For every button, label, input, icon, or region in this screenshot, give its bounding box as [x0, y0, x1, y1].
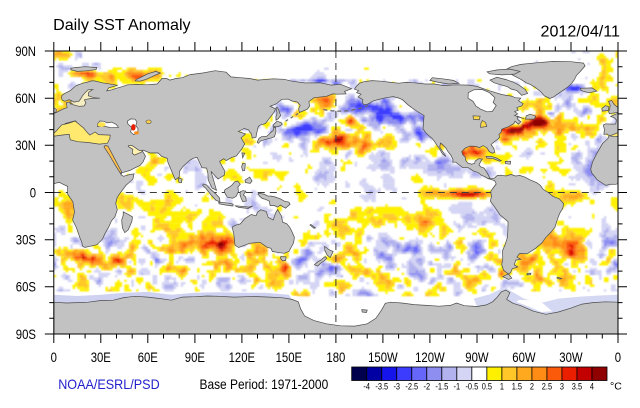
svg-text:1: 1	[500, 382, 504, 393]
svg-text:150W: 150W	[368, 349, 398, 365]
svg-text:-2: -2	[423, 382, 430, 393]
svg-text:90S: 90S	[16, 326, 36, 342]
svg-text:Daily SST Anomaly: Daily SST Anomaly	[53, 17, 191, 34]
svg-text:2: 2	[530, 382, 534, 393]
svg-text:90W: 90W	[465, 349, 489, 365]
svg-text:0.5: 0.5	[482, 382, 492, 393]
svg-text:2.5: 2.5	[542, 382, 552, 393]
svg-text:Base Period: 1971-2000: Base Period: 1971-2000	[200, 376, 329, 392]
svg-text:-4: -4	[363, 382, 370, 393]
svg-text:NOAA/ESRL/PSD: NOAA/ESRL/PSD	[58, 376, 160, 392]
svg-text:60W: 60W	[512, 349, 536, 365]
svg-text:90E: 90E	[185, 349, 205, 365]
svg-text:3: 3	[560, 382, 564, 393]
svg-text:180: 180	[326, 349, 345, 365]
svg-text:60S: 60S	[16, 279, 36, 295]
svg-text:30W: 30W	[559, 349, 583, 365]
svg-text:3.5: 3.5	[572, 382, 582, 393]
svg-text:60E: 60E	[138, 349, 158, 365]
svg-text:-2.5: -2.5	[405, 382, 418, 393]
svg-text:60N: 60N	[15, 90, 36, 106]
svg-text:0: 0	[615, 349, 621, 365]
svg-text:90N: 90N	[15, 43, 36, 59]
svg-text:4: 4	[590, 382, 594, 393]
svg-text:30E: 30E	[91, 349, 111, 365]
svg-text:120W: 120W	[415, 349, 445, 365]
svg-text:-1.5: -1.5	[435, 382, 448, 393]
svg-text:0: 0	[51, 349, 57, 365]
svg-text:-3: -3	[393, 382, 400, 393]
svg-text:-1: -1	[454, 382, 461, 393]
svg-text:150E: 150E	[276, 349, 303, 365]
svg-text:1.5: 1.5	[512, 382, 522, 393]
svg-text:2012/04/11: 2012/04/11	[541, 24, 621, 41]
svg-text:30N: 30N	[15, 137, 36, 153]
svg-text:30S: 30S	[16, 232, 36, 248]
svg-text:120E: 120E	[229, 349, 256, 365]
svg-text:0: 0	[30, 184, 36, 200]
svg-text:-0.5: -0.5	[465, 382, 478, 393]
svg-text:°C: °C	[610, 381, 622, 393]
svg-text:-3.5: -3.5	[375, 382, 388, 393]
